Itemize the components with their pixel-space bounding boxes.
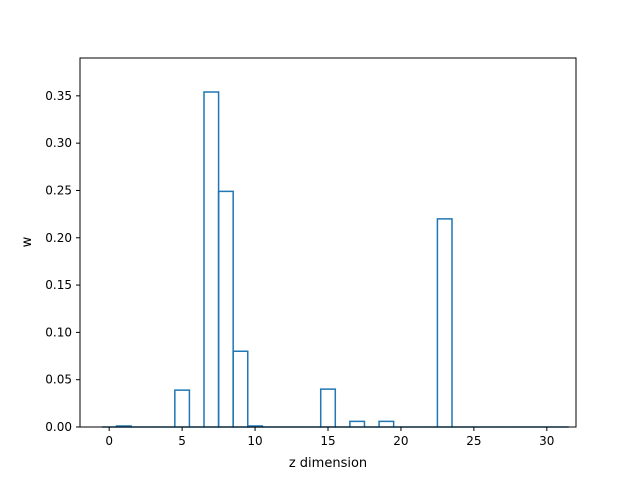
x-tick-label: 15 (320, 434, 335, 448)
x-tick-label: 20 (393, 434, 408, 448)
y-tick-label: 0.05 (45, 373, 72, 387)
y-tick-label: 0.10 (45, 325, 72, 339)
y-tick-label: 0.30 (45, 136, 72, 150)
y-tick-label: 0.35 (45, 89, 72, 103)
x-tick-label: 5 (178, 434, 186, 448)
y-tick-label: 0.20 (45, 231, 72, 245)
y-tick-label: 0.25 (45, 183, 72, 197)
x-tick-label: 10 (247, 434, 262, 448)
x-tick-label: 25 (466, 434, 481, 448)
x-tick-label: 30 (539, 434, 554, 448)
x-axis-label: z dimension (289, 456, 367, 471)
y-tick-label: 0.15 (45, 278, 72, 292)
x-tick-label: 0 (105, 434, 113, 448)
x-axis-ticks: 0 5 10 15 20 25 30 (105, 427, 554, 448)
y-axis-ticks: 0.00 0.05 0.10 0.15 0.20 0.25 0.30 0.35 (45, 89, 80, 434)
y-tick-label: 0.00 (45, 420, 72, 434)
y-axis-label: w (20, 236, 35, 247)
